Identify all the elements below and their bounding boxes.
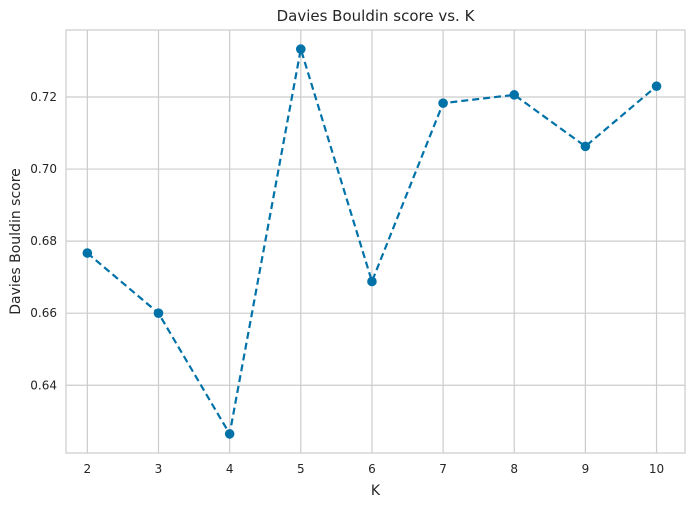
data-point xyxy=(438,98,448,108)
series-line xyxy=(86,48,658,437)
y-tick-label: 0.70 xyxy=(30,162,57,176)
y-tick-label: 0.64 xyxy=(30,378,57,392)
x-tick-label: 8 xyxy=(510,462,518,476)
x-axis-label: K xyxy=(371,483,381,499)
data-point xyxy=(367,276,377,287)
y-tick-label: 0.68 xyxy=(30,234,57,248)
x-tick-label: 6 xyxy=(368,462,376,476)
x-tick-label: 4 xyxy=(226,462,234,476)
data-point xyxy=(295,44,306,54)
tick-labels: 2 3 4 5 6 7 8 9 10 0.64 0.66 0.68 0.70 0.72 xyxy=(30,90,664,476)
chart-title: Davies Bouldin score vs. K xyxy=(277,7,476,25)
x-tick-label: 2 xyxy=(84,462,92,476)
data-point xyxy=(509,90,520,100)
x-tick-label: 3 xyxy=(155,462,163,476)
series-layer xyxy=(82,44,662,439)
x-tick-label: 7 xyxy=(439,462,447,476)
data-point xyxy=(651,81,662,92)
x-tick-label: 5 xyxy=(297,462,305,476)
grid-lines xyxy=(66,30,685,453)
x-tick-label: 9 xyxy=(582,462,590,476)
x-tick-label: 10 xyxy=(649,462,664,476)
data-point xyxy=(224,429,235,439)
y-tick-label: 0.72 xyxy=(30,90,57,104)
data-point xyxy=(82,248,93,258)
y-tick-label: 0.66 xyxy=(30,306,57,320)
y-axis-label: Davies Bouldin score xyxy=(8,168,24,315)
data-point xyxy=(580,141,591,152)
data-point xyxy=(153,308,164,319)
